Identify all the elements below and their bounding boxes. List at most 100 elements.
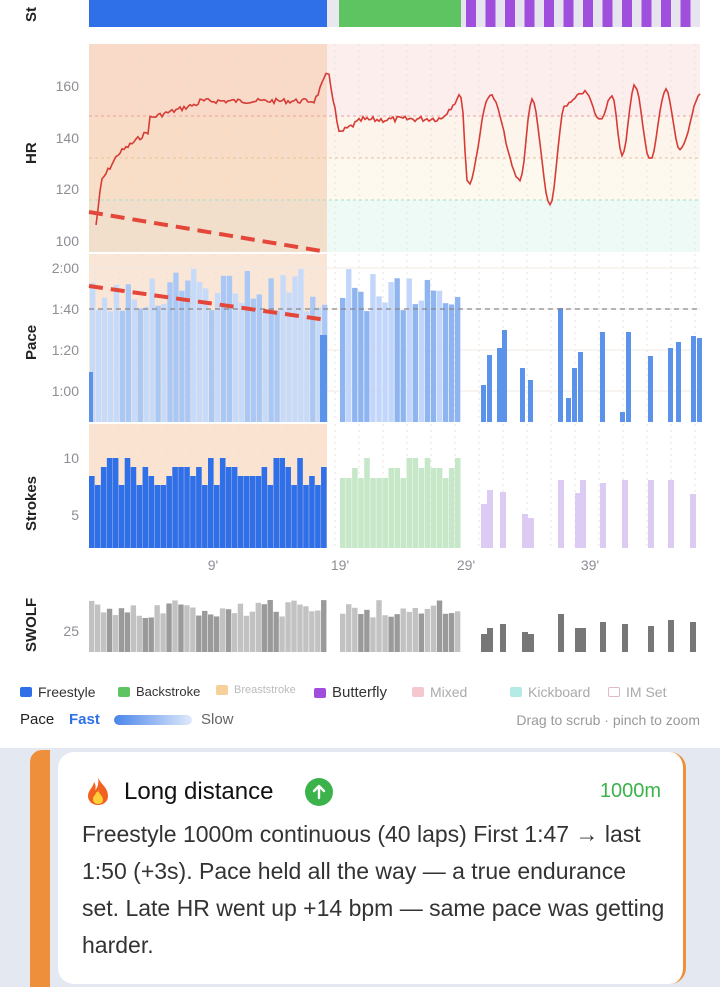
pace-bar <box>442 303 449 422</box>
pace-bar <box>320 335 327 422</box>
stroke-bar <box>321 467 327 548</box>
stroke-bar <box>231 467 238 548</box>
pace-bar <box>244 271 250 422</box>
kickboard-swatch <box>510 687 522 697</box>
swolf-bar <box>346 604 352 652</box>
pace-bar <box>125 284 131 422</box>
pace-bar <box>232 293 239 422</box>
stroke-bar <box>166 476 172 548</box>
legend-item-backstroke[interactable]: Backstroke <box>118 684 200 699</box>
butterfly-stripe <box>622 0 632 27</box>
stroke-bar <box>376 478 382 548</box>
swolf-bar <box>442 613 449 652</box>
stroke-bar <box>346 478 352 548</box>
swolf-bar <box>430 605 437 652</box>
swolf-bar <box>261 604 267 652</box>
stroke-bar <box>528 518 534 548</box>
swolf-bar <box>208 614 214 652</box>
pace-bar <box>418 300 425 422</box>
butterfly-stripe <box>680 0 691 27</box>
pace-bar <box>370 274 376 422</box>
swolf-bar <box>100 612 107 652</box>
hr-panel <box>88 44 701 254</box>
butterfly-stripe <box>505 0 515 27</box>
swolf-bar <box>231 613 238 652</box>
pace-bar <box>394 278 400 422</box>
pace-bar <box>143 306 149 422</box>
card-accent-bar <box>30 750 50 987</box>
pace-bar <box>226 275 233 422</box>
x-tick: 9' <box>208 557 218 573</box>
butterfly-stripe <box>485 0 496 27</box>
legend-item-freestyle[interactable]: Freestyle <box>20 684 96 700</box>
legend-item-im-set[interactable]: IM Set <box>608 684 666 700</box>
pace-bar <box>382 302 388 422</box>
pace-bar <box>203 288 209 422</box>
stroke-bar <box>225 467 232 548</box>
butterfly-stripe <box>602 0 613 27</box>
legend-label: Butterfly <box>332 684 388 701</box>
insight-card[interactable]: Long distance 1000m Freestyle 1000m cont… <box>58 752 686 984</box>
legend-item-butterfly[interactable]: Butterfly <box>314 684 387 701</box>
stroke-bar <box>106 458 113 548</box>
swolf-bar <box>279 616 285 652</box>
legend-item-kickboard[interactable]: Kickboard <box>510 684 590 700</box>
swolf-bar <box>454 611 461 652</box>
stroke-bar <box>340 478 346 548</box>
butterfly-stripe <box>583 0 593 27</box>
x-tick: 39' <box>581 557 599 573</box>
swolf-bar <box>273 611 279 652</box>
legend-item-breaststroke[interactable]: Breaststroke <box>216 684 296 696</box>
swolf-bar <box>370 617 376 652</box>
stroke-bar <box>442 478 449 548</box>
legend-item-mixed[interactable]: Mixed <box>412 684 467 700</box>
pace-bar <box>90 282 96 422</box>
swim-chart[interactable]: 160 140 120 100 2:00 1:40 1:20 1:00 10 5… <box>0 0 720 740</box>
pace-bar <box>430 290 437 422</box>
pace-bar <box>364 311 370 422</box>
pace-bar <box>298 269 304 422</box>
pace-bar <box>268 278 274 422</box>
stroke-bar <box>273 458 280 548</box>
pace-bar <box>352 287 358 422</box>
pace-bar <box>487 355 492 422</box>
stroke-bar <box>558 480 564 548</box>
pace-gradient-bar <box>114 715 192 725</box>
stroke-bar <box>202 485 208 548</box>
swolf-bar <box>376 600 382 652</box>
stroke-bar <box>487 490 493 548</box>
pace-bar <box>578 352 583 422</box>
stroke-bar <box>358 478 364 548</box>
swolf-bar <box>136 615 142 652</box>
stroke-bar <box>136 485 143 548</box>
stroke-bar <box>249 476 256 548</box>
pace-bar <box>256 294 262 422</box>
stroke-bar <box>454 458 461 548</box>
hr-tick: 160 <box>56 78 80 94</box>
pace-bar <box>167 282 173 422</box>
swolf-bar <box>487 628 493 652</box>
swolf-bar <box>315 610 321 652</box>
stroke-bar <box>184 467 190 548</box>
swolf-bar <box>291 600 297 652</box>
swolf-bar <box>690 622 696 652</box>
fire-icon <box>84 776 112 806</box>
stroke-bar <box>124 458 131 548</box>
pace-tick: 1:20 <box>52 342 79 358</box>
hr-axis-label: HR <box>23 142 40 164</box>
stroke-bar <box>406 458 413 548</box>
swolf-bar <box>225 609 232 652</box>
swolf-bar <box>243 615 250 652</box>
swolf-bar <box>130 605 137 652</box>
swolf-bar <box>448 613 455 652</box>
stroke-bar <box>575 493 581 548</box>
butterfly-stripe <box>641 0 652 27</box>
pace-bar <box>209 310 215 422</box>
stroke-bar <box>303 485 309 548</box>
stroke-bar <box>309 476 315 548</box>
swolf-bar <box>400 608 406 652</box>
swolf-bar <box>358 614 364 652</box>
stroke-bar <box>364 458 370 548</box>
stroke-bar <box>436 468 443 548</box>
pace-bar <box>107 311 114 422</box>
